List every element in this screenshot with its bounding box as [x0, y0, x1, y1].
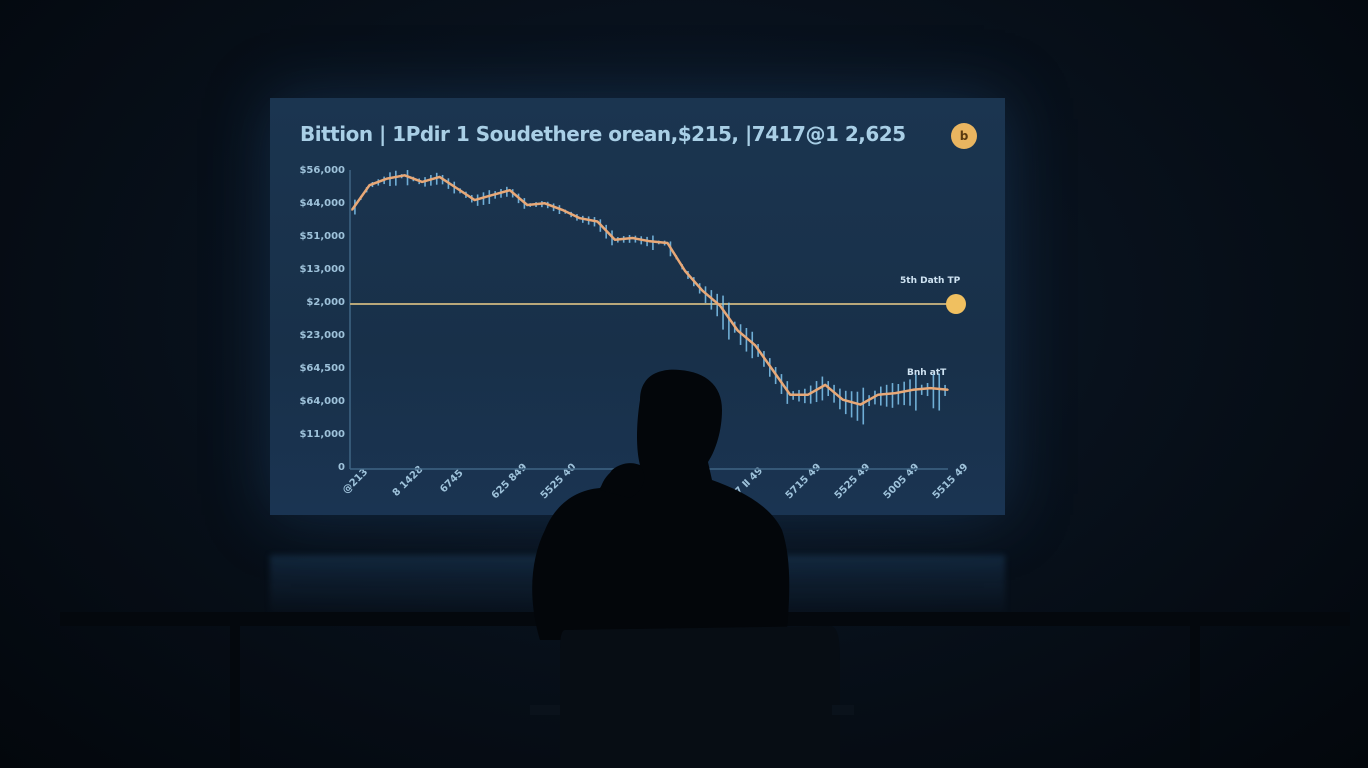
- y-tick-label: $64,000: [299, 396, 345, 407]
- price-point: [421, 181, 423, 183]
- y-tick-label: $44,000: [299, 198, 345, 209]
- desk-leg: [230, 626, 240, 768]
- price-point: [947, 389, 949, 391]
- price-point: [544, 202, 546, 205]
- price-point: [894, 392, 897, 394]
- y-tick-label: $11,000: [299, 429, 345, 440]
- chart-title: Bittion | 1Pdir 1 Soudethere orean,$215,…: [300, 122, 906, 146]
- y-tick-label: $23,000: [299, 330, 345, 341]
- desk-leg: [1190, 626, 1200, 768]
- bitcoin-coin-icon: b: [951, 123, 977, 149]
- price-point: [351, 209, 353, 211]
- y-tick-label: $56,000: [299, 165, 345, 176]
- price-point: [508, 189, 511, 191]
- y-tick-label: $51,000: [299, 231, 345, 242]
- y-tick-label: $64,500: [299, 363, 345, 374]
- price-point: [456, 187, 458, 190]
- price-point: [596, 220, 599, 223]
- price-point: [877, 393, 879, 396]
- raised-hand: [600, 464, 645, 498]
- price-point: [403, 174, 406, 177]
- price-point: [824, 384, 827, 386]
- price-point: [491, 194, 494, 196]
- annotation-lower: Bnh atT: [907, 368, 947, 378]
- price-point: [579, 217, 581, 219]
- price-point: [771, 369, 774, 371]
- y-tick-label: $2,000: [306, 297, 345, 308]
- price-point: [561, 209, 564, 211]
- price-point: [789, 393, 792, 396]
- price-point: [614, 238, 616, 241]
- price-point: [473, 199, 476, 201]
- price-point: [929, 387, 932, 389]
- price-point: [631, 237, 634, 239]
- price-point: [701, 290, 704, 292]
- price-point: [806, 393, 809, 396]
- chair: [560, 626, 840, 768]
- price-point: [666, 242, 669, 244]
- chair-armrest: [832, 705, 854, 715]
- price-point: [368, 184, 371, 186]
- price-point: [859, 403, 862, 406]
- price-point: [754, 344, 756, 347]
- annotation-upper: 5th Dath TP: [900, 276, 961, 286]
- y-tick-label: $13,000: [299, 264, 345, 275]
- price-point: [526, 204, 529, 206]
- price-point: [386, 177, 388, 180]
- price-chart: [349, 170, 966, 470]
- price-point: [438, 176, 441, 178]
- price-point: [684, 270, 686, 272]
- price-point: [649, 240, 651, 243]
- price-point: [736, 329, 739, 332]
- price-point: [842, 398, 844, 401]
- price-point: [719, 304, 721, 307]
- y-tick-label: 0: [338, 462, 345, 473]
- chair-armrest: [530, 705, 560, 715]
- price-point: [912, 389, 914, 391]
- person-silhouette: [532, 369, 790, 640]
- reference-marker: [946, 294, 966, 314]
